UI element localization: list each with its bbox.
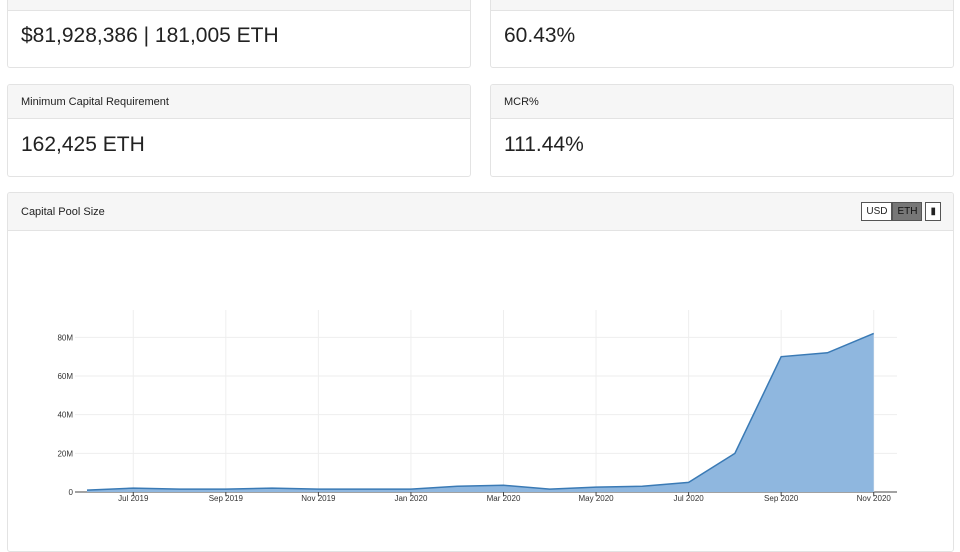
page: {"cards": [ {"value": "$81,928,386 | 181… — [7, 0, 954, 552]
eth-button[interactable]: ETH — [892, 202, 923, 221]
y-tick-label: 80M — [57, 333, 73, 342]
chart: 0 20M 40M 60M 80M Jul 2019 Sep 2019 Nov 2019 Jan… — [57, 310, 897, 503]
button-group: USD ETH ▮ — [861, 202, 941, 221]
card: Minimum Capital Requirement 162,425 ETH — [7, 84, 471, 177]
x-tick-label: Nov 2020 — [857, 494, 892, 503]
card-header: Capital Pool Size — [8, 193, 953, 231]
x-tick-label: May 2020 — [578, 494, 614, 503]
x-tick-label: Jul 2019 — [118, 494, 149, 503]
card: MCR% 111.44% — [490, 84, 954, 177]
card-header: Minimum Capital Requirement — [8, 85, 470, 119]
line — [86, 332, 875, 491]
card: 60.43% — [490, 0, 954, 68]
card-value: 162,425 ETH — [21, 133, 145, 156]
area — [87, 333, 874, 492]
y-tick-label: 0 — [69, 488, 74, 497]
card-header — [8, 0, 470, 11]
y-tick-label: 40M — [57, 411, 73, 420]
x-tick-label: Sep 2020 — [764, 494, 799, 503]
card-value: $81,928,386 | 181,005 ETH — [21, 24, 279, 47]
x-tick-label: Nov 2019 — [301, 494, 336, 503]
card-value: 111.44% — [504, 133, 584, 156]
card-header — [491, 0, 953, 11]
x-tick-label: Jan 2020 — [394, 494, 427, 503]
x-tick-label: Mar 2020 — [487, 494, 521, 503]
card-header: MCR% — [491, 85, 953, 119]
usd-button[interactable]: USD — [861, 202, 893, 221]
download-button[interactable]: ▮ — [925, 202, 941, 221]
y-tick-label: 60M — [57, 372, 73, 381]
x-tick-label: Sep 2019 — [209, 494, 244, 503]
card: $81,928,386 | 181,005 ETH — [7, 0, 471, 68]
y-tick-label: 20M — [57, 449, 73, 458]
x-tick-label: Jul 2020 — [673, 494, 704, 503]
card-value: 60.43% — [504, 24, 576, 47]
